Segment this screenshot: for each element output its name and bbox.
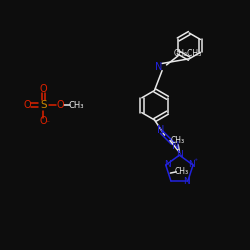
Text: N: N [188,160,194,169]
Text: O: O [56,100,64,110]
Text: S: S [40,100,47,110]
Text: O: O [40,116,47,126]
Text: N: N [183,177,190,186]
Text: CH₃: CH₃ [68,101,84,110]
Text: N: N [164,160,171,168]
Text: CH₃: CH₃ [171,136,185,145]
Text: O: O [40,84,47,94]
Text: N: N [172,140,179,150]
Text: O: O [24,100,31,110]
Text: CH₂CH₃: CH₂CH₃ [174,49,202,58]
Text: N: N [176,150,183,159]
Text: ⁻: ⁻ [45,118,49,128]
Text: N: N [156,62,163,72]
Text: CH₃: CH₃ [174,167,188,176]
Text: ⁺: ⁺ [193,157,197,166]
Text: N: N [157,125,164,135]
